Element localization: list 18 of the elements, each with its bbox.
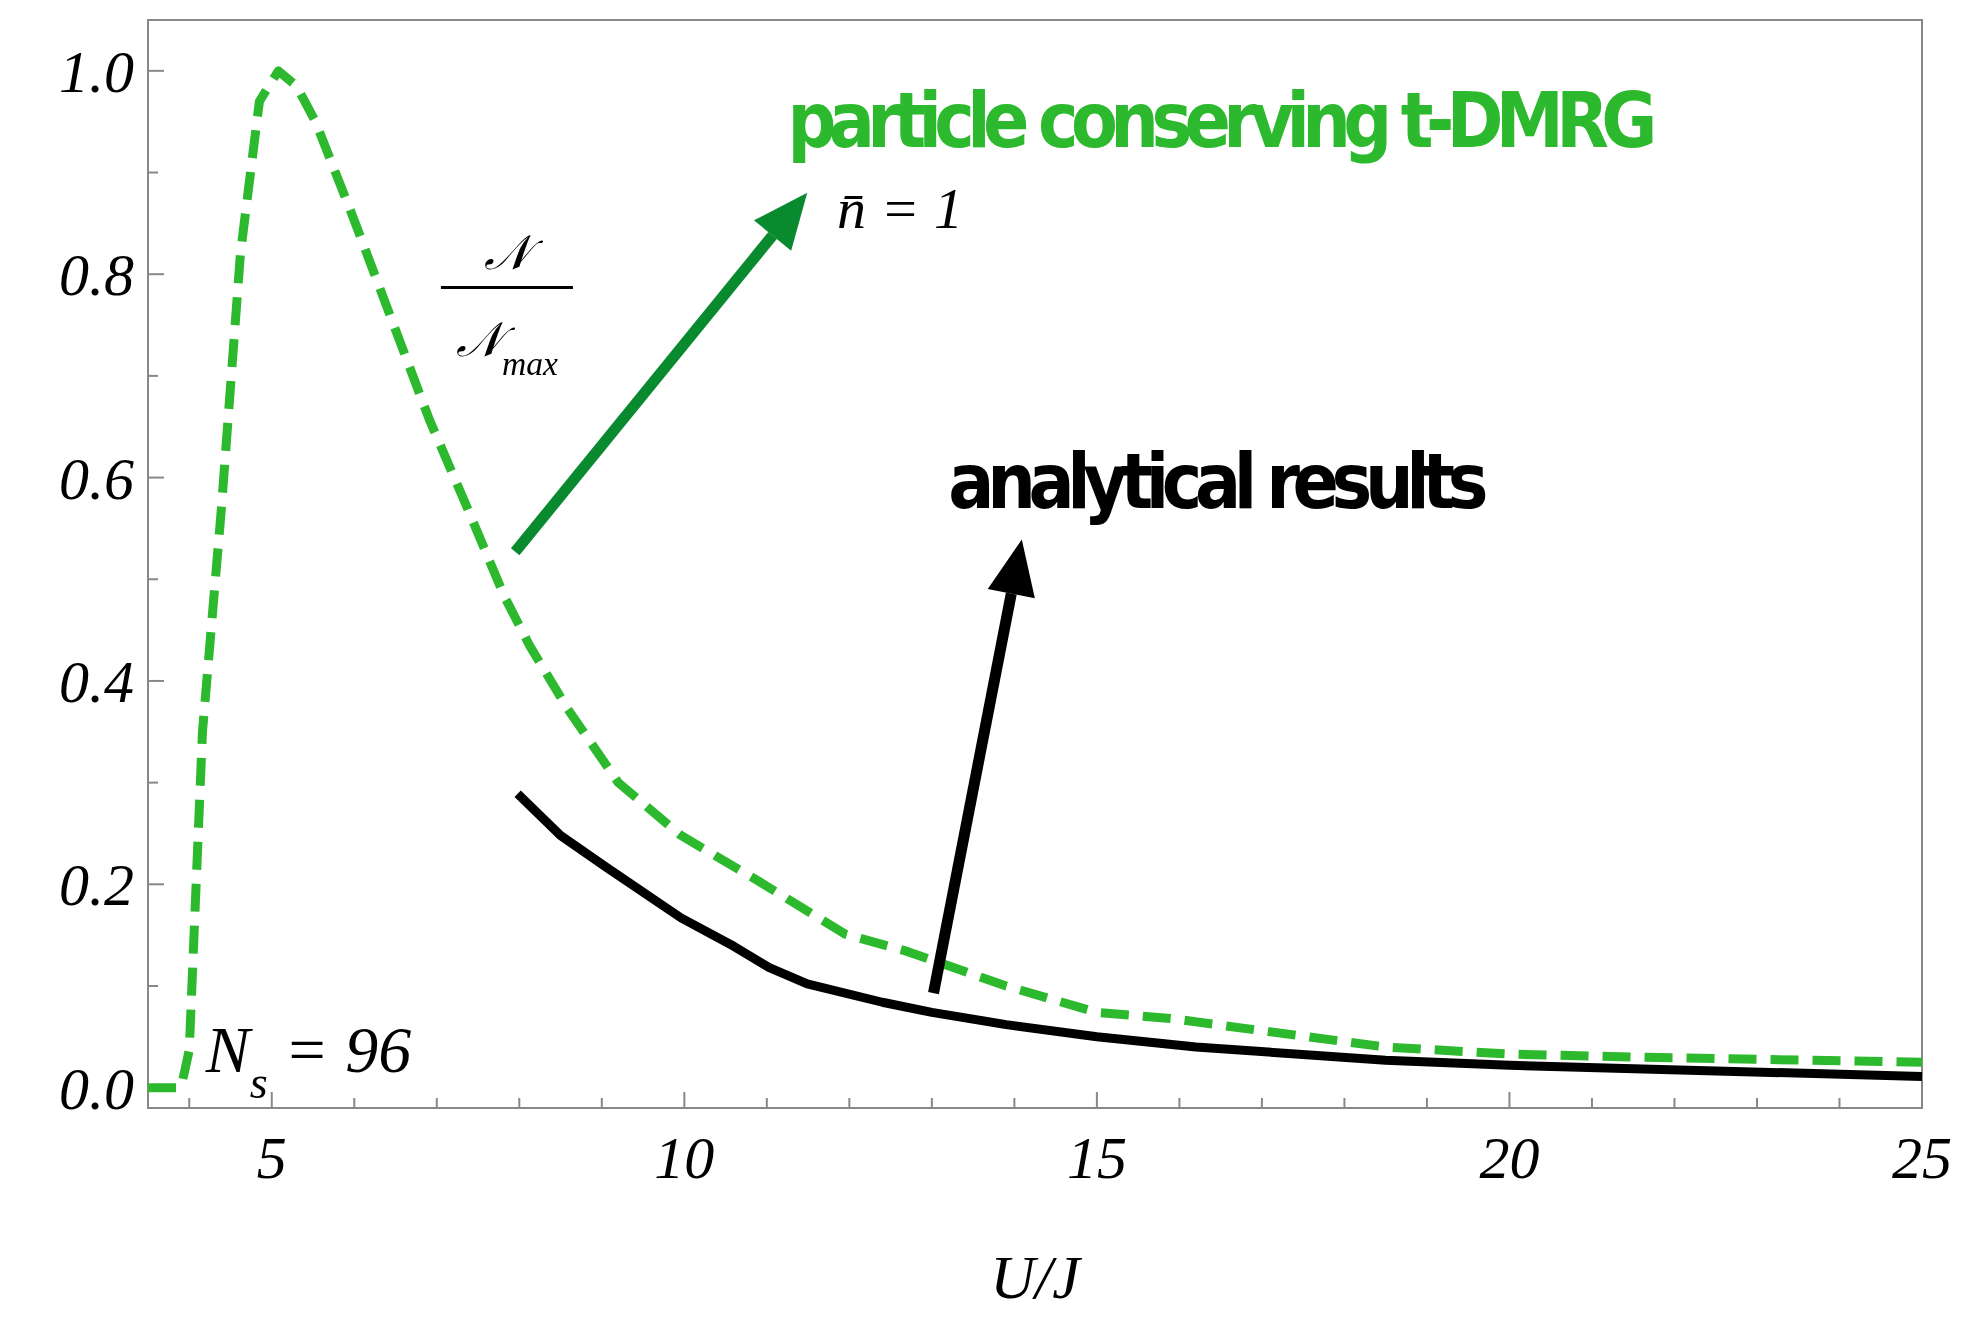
annotation: n̄ = 1 xyxy=(836,176,964,242)
x-tick-label: 10 xyxy=(654,1125,715,1191)
annotation: 𝒩 xyxy=(483,226,544,280)
x-tick-label: 25 xyxy=(1892,1125,1952,1191)
y-tick-label: 0.4 xyxy=(59,648,134,715)
y-tick-label: 0.6 xyxy=(59,445,134,512)
text: analytical results xyxy=(948,437,1489,527)
annotation: 𝒩$_{max}$ xyxy=(455,312,558,382)
text: particle conserving t-DMRG xyxy=(787,76,1658,166)
y-tick-label: 0.0 xyxy=(59,1055,134,1122)
y-tick-label: 1.0 xyxy=(59,38,134,105)
y-tick-label: 0.8 xyxy=(59,242,134,309)
annotation: N$_{s}$ = 96 xyxy=(204,1013,412,1108)
x-tick-label: 5 xyxy=(256,1125,287,1191)
x-tick-label: 15 xyxy=(1066,1125,1127,1191)
x-axis-title: U/J xyxy=(990,1243,1083,1311)
x-tick-label: 20 xyxy=(1479,1125,1540,1191)
y-tick-label: 0.2 xyxy=(59,852,134,919)
